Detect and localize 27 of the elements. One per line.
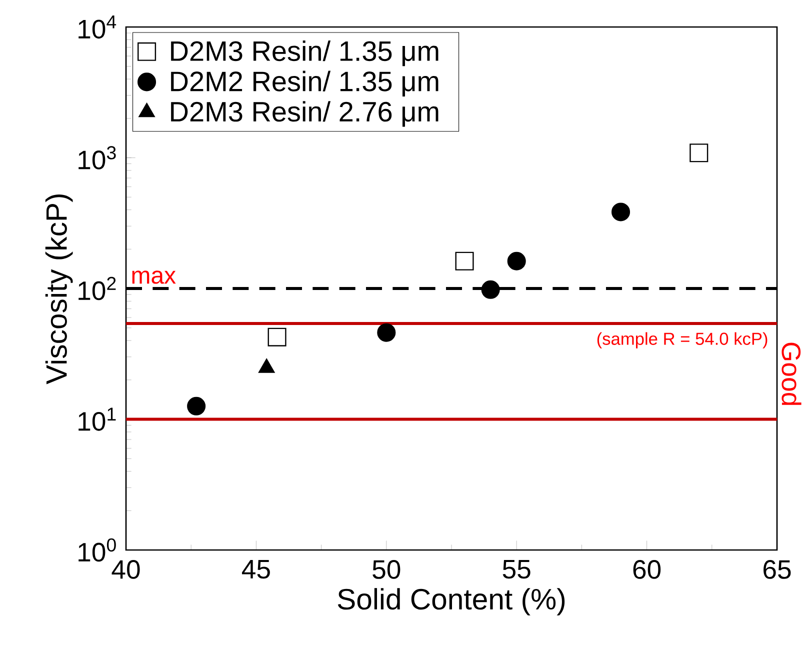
x-tick-label: 50 — [372, 560, 400, 579]
x-tick-label: 40 — [112, 560, 140, 579]
x-tick-label: 55 — [502, 560, 530, 579]
x-tick-label: 45 — [242, 560, 270, 579]
point — [481, 280, 500, 299]
point — [455, 252, 474, 270]
point — [611, 202, 630, 222]
text: Good — [782, 342, 802, 405]
y-tick-label: 10$^{0}$ — [78, 538, 116, 562]
x-tick-label: 65 — [764, 560, 791, 579]
point — [690, 144, 708, 162]
y-tick-label: 10$^{2}$ — [78, 276, 116, 300]
y-tick-label: 10$^{1}$ — [78, 408, 116, 431]
y-tick-label: 10$^{3}$ — [78, 146, 116, 170]
x-axis-title: Solid Content (%) — [338, 588, 565, 616]
ref-line-label: (sample R = 54.0 kcP) — [597, 332, 768, 348]
legend-label: D2M3 Resin/ 1.35 μm — [171, 40, 438, 66]
y-axis-title: Viscosity (kcP) — [45, 194, 73, 384]
point — [187, 396, 206, 416]
legend-label: D2M2 Resin/ 1.35 μm — [171, 70, 438, 96]
x-tick-label: 60 — [633, 560, 661, 579]
point — [377, 323, 396, 342]
point — [268, 328, 286, 346]
point — [507, 252, 526, 270]
ref-line-label: max — [132, 270, 176, 284]
legend-label: D2M3 Resin/ 2.76 μm — [171, 101, 438, 127]
y-tick-label: 10$^{4}$ — [78, 15, 116, 39]
